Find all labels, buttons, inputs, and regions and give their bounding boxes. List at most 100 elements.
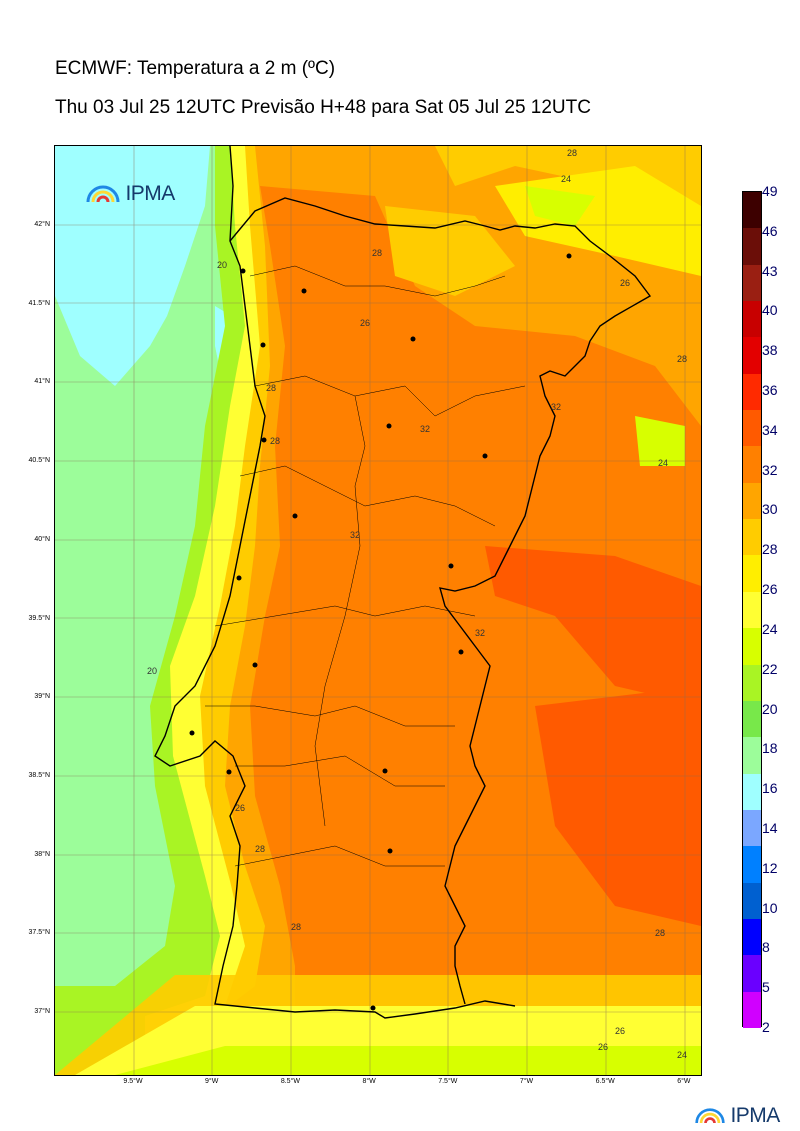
latitude-label: 41.5°N — [28, 299, 50, 307]
contour-label: 28 — [655, 928, 665, 938]
colorbar-label: 16 — [762, 780, 778, 797]
longitude-label: 6.5°W — [595, 1078, 615, 1085]
colorbar-label: 28 — [762, 541, 778, 558]
colorbar-label: 49 — [762, 183, 778, 199]
colorbar-segment — [743, 918, 761, 956]
colorbar-label: 5 — [762, 979, 770, 996]
colorbar-segment — [743, 337, 761, 375]
longitude-label: 9.5°W — [123, 1078, 143, 1085]
longitude-label: 8°W — [362, 1078, 376, 1085]
contour-label: 26 — [235, 803, 245, 813]
contour-label: 28 — [677, 354, 687, 364]
contour-label: 28 — [255, 844, 265, 854]
colorbar-segment — [743, 519, 761, 556]
latitude-label: 40°N — [34, 535, 50, 543]
colorbar-segment — [743, 482, 761, 520]
colorbar-segment — [743, 446, 761, 484]
city-markers — [189, 253, 572, 1011]
colorbar-segment — [743, 664, 761, 702]
colorbar-label: 30 — [762, 501, 778, 518]
contour-label: 26 — [360, 318, 370, 328]
contour-label: 24 — [677, 1050, 687, 1060]
contour-label: 28 — [266, 383, 276, 393]
colorbar-label: 46 — [762, 222, 778, 239]
longitude-label: 9°W — [205, 1078, 219, 1085]
ipma-logo-text: IPMA — [730, 1104, 780, 1127]
colorbar-label: 14 — [762, 819, 778, 836]
colorbar-segment — [743, 555, 761, 593]
colorbar — [742, 191, 762, 1029]
colorbar-label: 40 — [762, 302, 778, 319]
map-title: ECMWF: Temperatura a 2 m (ºC) — [55, 58, 336, 79]
colorbar-segment — [743, 773, 761, 811]
contour-label: 26 — [615, 1026, 625, 1036]
contour-label: 28 — [567, 148, 577, 158]
colorbar-segment — [743, 846, 761, 884]
colorbar-segment — [743, 264, 761, 302]
hotspot-east-2 — [535, 686, 701, 926]
longitude-label: 7.5°W — [438, 1078, 458, 1085]
colorbar-segment — [743, 991, 761, 1029]
colorbar-segment — [743, 737, 761, 775]
contour-label: 20 — [147, 666, 157, 676]
colorbar-segment — [743, 192, 761, 229]
contour-labels: 28 24 26 28 24 20 28 26 32 32 32 32 28 2… — [147, 148, 687, 1060]
cold-sea-zone — [55, 146, 210, 386]
northeast-cool-core — [525, 186, 595, 226]
hotspot-east-1 — [485, 546, 701, 706]
colorbar-label: 36 — [762, 382, 778, 399]
contour-label: 32 — [475, 628, 485, 638]
latitude-label: 39.5°N — [28, 614, 50, 622]
latitude-label: 37.5°N — [28, 929, 50, 937]
colorbar-label: 32 — [762, 461, 778, 478]
colorbar-segment — [743, 228, 761, 266]
contour-label: 26 — [620, 278, 630, 288]
spain-border — [229, 197, 652, 1005]
colorbar-segment — [743, 809, 761, 847]
latitude-label: 40.5°N — [28, 457, 50, 465]
colorbar-label: 38 — [762, 342, 778, 359]
ipma-logo-text: IPMA — [125, 182, 175, 205]
colorbar-label: 24 — [762, 620, 778, 637]
district-borders — [205, 265, 526, 867]
latitude-label: 38°N — [34, 850, 50, 858]
latitude-label: 38.5°N — [28, 771, 50, 779]
latitude-label: 39°N — [34, 693, 50, 701]
ipma-rainbow-icon — [86, 185, 120, 203]
ipma-rainbow-icon — [695, 1108, 725, 1124]
colorbar-segment — [743, 955, 761, 993]
latitude-label: 37°N — [34, 1008, 50, 1015]
contour-label: 32 — [551, 402, 561, 412]
colorbar-label: 43 — [762, 262, 778, 279]
map-svg: 28 24 26 28 24 20 28 26 32 32 32 32 28 2… — [55, 146, 701, 1075]
colorbar-segment — [743, 301, 761, 338]
colorbar-segment — [743, 591, 761, 629]
contour-label: 26 — [598, 1042, 608, 1052]
temperature-map: 28 24 26 28 24 20 28 26 32 32 32 32 28 2… — [54, 145, 702, 1076]
contour-label: 32 — [420, 424, 430, 434]
colorbar-label: 22 — [762, 660, 778, 677]
colorbar-segment — [743, 700, 761, 738]
colorbar-segment — [743, 410, 761, 447]
longitude-label: 7°W — [519, 1078, 534, 1085]
longitude-label: 8.5°W — [280, 1078, 300, 1085]
colorbar-label: 18 — [762, 740, 778, 757]
colorbar-label: 10 — [762, 899, 778, 916]
colorbar-label: 2 — [762, 1019, 770, 1035]
south-coast-band-22 — [115, 1046, 701, 1075]
colorbar-segment — [743, 882, 761, 920]
contour-label: 24 — [561, 174, 571, 184]
north-cool-patch — [385, 206, 515, 296]
east-cool-core — [635, 416, 685, 466]
contour-label: 20 — [217, 260, 227, 270]
ipma-logo-bottom: IPMA — [694, 1104, 780, 1128]
latitude-label: 41°N — [34, 378, 50, 386]
longitude-label: 6°W — [677, 1078, 691, 1085]
latitude-label: 42°N — [34, 221, 50, 228]
colorbar-segment — [743, 373, 761, 411]
contour-label: 28 — [372, 248, 382, 258]
contour-label: 28 — [270, 436, 280, 446]
contour-label: 28 — [291, 922, 301, 932]
colorbar-label: 8 — [762, 939, 770, 956]
colorbar-label: 12 — [762, 859, 778, 876]
